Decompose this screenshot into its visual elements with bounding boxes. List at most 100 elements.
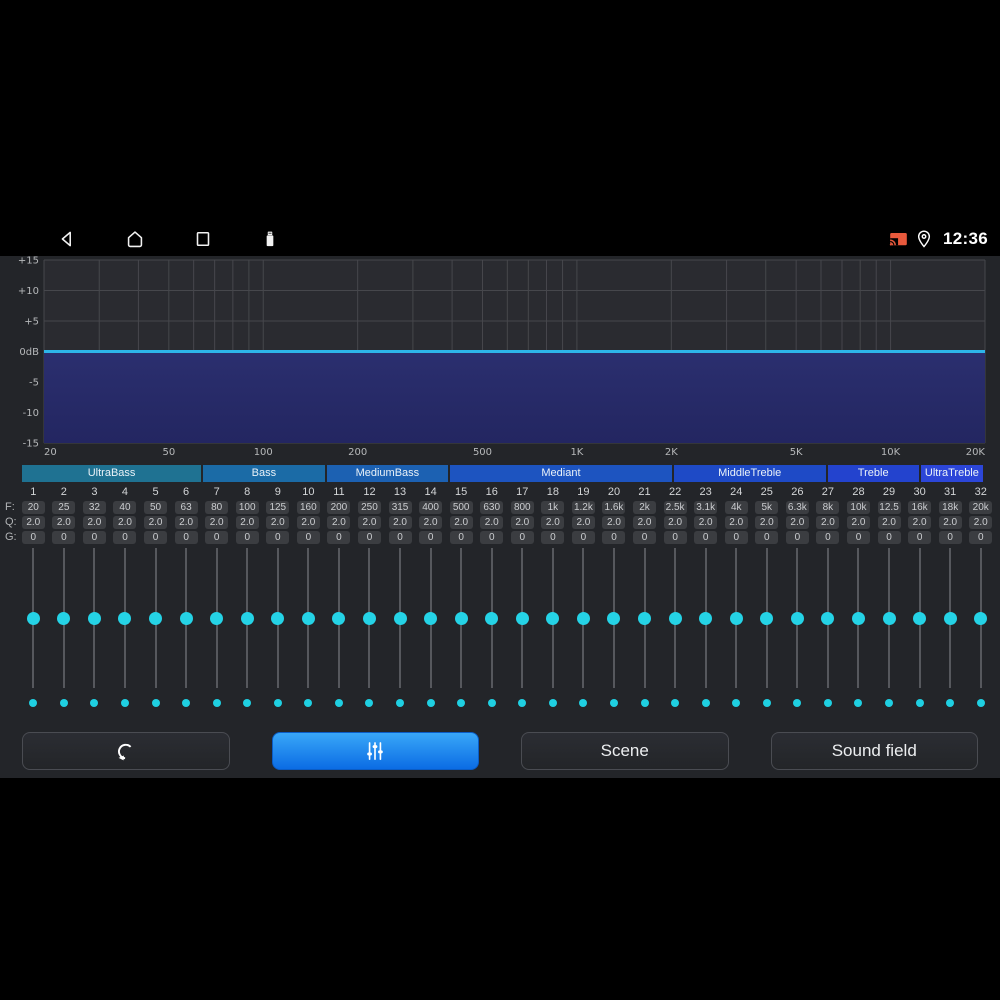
gain-slider-band-4[interactable] — [110, 548, 141, 710]
gain-slider-band-23[interactable] — [690, 548, 721, 710]
slider-knob[interactable] — [760, 611, 774, 625]
band-4-cell: 0 — [110, 530, 141, 544]
frequency-row: F: 20 25 32 40 50 63 80 100 125 160 200 250 315 400 50… — [5, 500, 996, 514]
band-indicator-dot — [579, 699, 588, 707]
slider-knob[interactable] — [149, 611, 163, 625]
gain-slider-band-27[interactable] — [813, 548, 844, 710]
slider-knob[interactable] — [301, 611, 315, 625]
slider-knob[interactable] — [546, 611, 560, 625]
slider-knob[interactable] — [424, 611, 438, 625]
band-16-cell: 630 — [476, 500, 507, 514]
band-number: 6 — [183, 486, 190, 498]
gain-slider-band-14[interactable] — [415, 548, 446, 710]
gain-slider-band-17[interactable] — [507, 548, 538, 710]
gain-value: 0 — [388, 530, 412, 544]
gain-slider-band-21[interactable] — [629, 548, 660, 710]
back-icon[interactable] — [56, 228, 78, 250]
slider-knob[interactable] — [393, 611, 407, 625]
gain-slider-band-24[interactable] — [721, 548, 752, 710]
equalizer-button[interactable] — [271, 732, 479, 770]
recents-icon[interactable] — [192, 228, 214, 250]
q-factor-value: 2.0 — [296, 515, 320, 529]
band-20-cell: 1.6k — [599, 500, 630, 514]
q-row-label: Q: — [5, 516, 17, 528]
slider-knob[interactable] — [943, 611, 957, 625]
slider-knob[interactable] — [821, 611, 835, 625]
reset-button[interactable] — [22, 732, 230, 770]
slider-knob[interactable] — [454, 611, 468, 625]
band-19-cell: 19 — [568, 485, 599, 499]
slider-knob[interactable] — [118, 611, 132, 625]
gain-slider-band-22[interactable] — [660, 548, 691, 710]
band-7-cell: 2.0 — [201, 515, 232, 529]
slider-knob[interactable] — [271, 611, 285, 625]
gain-slider-band-28[interactable] — [843, 548, 874, 710]
gain-slider-band-3[interactable] — [79, 548, 110, 710]
gain-slider-band-31[interactable] — [935, 548, 966, 710]
band-28-cell: 10k — [843, 500, 874, 514]
slider-knob[interactable] — [210, 611, 224, 625]
slider-knob[interactable] — [576, 611, 590, 625]
slider-knob[interactable] — [729, 611, 743, 625]
gain-slider-band-18[interactable] — [538, 548, 569, 710]
gain-slider-band-9[interactable] — [263, 548, 294, 710]
slider-knob[interactable] — [638, 611, 652, 625]
gain-slider-band-26[interactable] — [782, 548, 813, 710]
gain-slider-band-5[interactable] — [140, 548, 171, 710]
frequency-value: 63 — [174, 500, 198, 514]
slider-knob[interactable] — [87, 611, 101, 625]
slider-knob[interactable] — [974, 611, 988, 625]
gain-slider-band-25[interactable] — [752, 548, 783, 710]
gain-slider-band-11[interactable] — [324, 548, 355, 710]
gain-slider-band-30[interactable] — [904, 548, 935, 710]
band-indicator-dot — [701, 699, 710, 707]
gain-slider-band-8[interactable] — [232, 548, 263, 710]
slider-knob[interactable] — [668, 611, 682, 625]
band-indicator-dot — [548, 699, 557, 707]
slider-knob[interactable] — [790, 611, 804, 625]
gain-slider-band-32[interactable] — [965, 548, 996, 710]
slider-knob[interactable] — [851, 611, 865, 625]
band-number: 14 — [424, 486, 437, 498]
slider-knob[interactable] — [485, 611, 499, 625]
home-icon[interactable] — [124, 228, 146, 250]
slider-knob[interactable] — [515, 611, 529, 625]
gain-slider-band-15[interactable] — [446, 548, 477, 710]
slider-knob[interactable] — [26, 611, 40, 625]
slider-knob[interactable] — [240, 611, 254, 625]
band-26-cell: 26 — [782, 485, 813, 499]
band-number: 30 — [913, 486, 926, 498]
slider-knob[interactable] — [362, 611, 376, 625]
gain-slider-band-10[interactable] — [293, 548, 324, 710]
gain-slider-band-2[interactable] — [49, 548, 80, 710]
band-13-cell: 13 — [385, 485, 416, 499]
gain-slider-band-12[interactable] — [354, 548, 385, 710]
slider-knob[interactable] — [57, 611, 71, 625]
gain-slider-band-1[interactable] — [18, 548, 49, 710]
gain-value: 0 — [419, 530, 443, 544]
gain-slider-band-29[interactable] — [874, 548, 905, 710]
gain-slider-band-6[interactable] — [171, 548, 202, 710]
svg-text:-5: -5 — [29, 378, 39, 389]
band-indicator-dot — [273, 699, 282, 707]
band-11-cell: 0 — [324, 530, 355, 544]
gain-slider-band-13[interactable] — [385, 548, 416, 710]
slider-knob[interactable] — [913, 611, 927, 625]
slider-knob[interactable] — [179, 611, 193, 625]
scene-button[interactable]: Scene — [521, 732, 729, 770]
band-15-cell: 0 — [446, 530, 477, 544]
gain-slider-band-7[interactable] — [201, 548, 232, 710]
slider-knob[interactable] — [699, 611, 713, 625]
slider-knob[interactable] — [607, 611, 621, 625]
band-number: 24 — [730, 486, 743, 498]
frequency-value: 5k — [755, 500, 779, 514]
band-19-cell: 2.0 — [568, 515, 599, 529]
band-6-cell: 0 — [171, 530, 202, 544]
gain-slider-band-16[interactable] — [476, 548, 507, 710]
sound-field-button[interactable]: Sound field — [770, 732, 978, 770]
q-factor-value: 2.0 — [205, 515, 229, 529]
gain-slider-band-19[interactable] — [568, 548, 599, 710]
gain-slider-band-20[interactable] — [599, 548, 630, 710]
slider-knob[interactable] — [882, 611, 896, 625]
slider-knob[interactable] — [332, 611, 346, 625]
